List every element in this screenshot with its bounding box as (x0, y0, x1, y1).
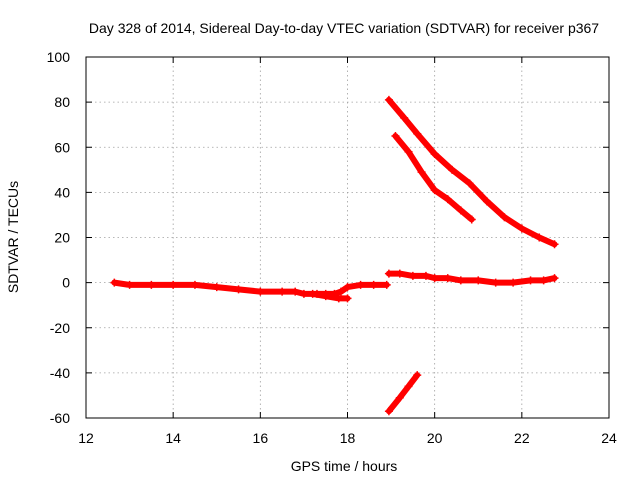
data-point-post-jump-baseline-4 (430, 274, 439, 283)
data-point-post-jump-baseline-1 (395, 269, 404, 278)
y-tick-label-40: 40 (54, 184, 70, 200)
data-point-main-baseline-7 (256, 287, 265, 296)
data-point-main-baseline-0 (110, 278, 119, 287)
data-point-descending-arc-high-5 (465, 179, 474, 188)
data-point-descending-arc-high-7 (500, 213, 509, 222)
x-tick-labels: 12 14 16 18 20 22 24 (78, 430, 617, 446)
y-tick-label--60: -60 (50, 410, 70, 426)
data-point-low-rising-segment-1 (395, 393, 404, 402)
x-tick-label-22: 22 (514, 430, 530, 446)
data-point-descending-arc-high-9 (535, 233, 544, 242)
y-tick-label-100: 100 (47, 49, 71, 65)
data-point-post-jump-baseline-12 (550, 274, 559, 283)
data-point-post-jump-baseline-2 (408, 271, 417, 280)
data-point-post-jump-baseline-3 (421, 271, 430, 280)
data-point-main-baseline-2 (147, 280, 156, 289)
data-series (110, 95, 559, 416)
y-tick-label-20: 20 (54, 230, 70, 246)
y-tick-label-80: 80 (54, 94, 70, 110)
series-dip-segment (308, 289, 352, 303)
y-tick-label--20: -20 (50, 320, 70, 336)
data-point-main-baseline-18 (382, 280, 391, 289)
series-post-jump-baseline (384, 269, 559, 287)
data-point-main-baseline-10 (299, 289, 308, 298)
data-point-low-rising-segment-2 (404, 382, 413, 391)
data-point-descending-arc-high-6 (482, 197, 491, 206)
series-line-low-rising-segment (385, 372, 421, 415)
x-axis-title: GPS time / hours (291, 458, 398, 474)
data-point-descending-arc-mid-1 (404, 147, 413, 156)
x-tick-label-12: 12 (78, 430, 94, 446)
data-point-descending-arc-high-4 (448, 165, 457, 174)
data-point-low-rising-segment-0 (384, 407, 393, 416)
data-point-main-baseline-17 (369, 280, 378, 289)
data-point-descending-arc-high-1 (400, 113, 409, 122)
data-point-descending-arc-mid-5 (456, 206, 465, 215)
data-point-main-baseline-14 (336, 287, 345, 296)
data-point-dip-segment-0 (308, 289, 317, 298)
data-point-descending-arc-mid-2 (417, 168, 426, 177)
series-descending-arc-mid (391, 131, 476, 224)
data-point-descending-arc-mid-6 (467, 215, 476, 224)
data-point-main-baseline-5 (212, 283, 221, 292)
y-tick-label-0: 0 (62, 275, 70, 291)
data-point-main-baseline-4 (190, 280, 199, 289)
data-point-main-baseline-1 (125, 280, 134, 289)
data-point-descending-arc-mid-0 (391, 131, 400, 140)
data-point-post-jump-baseline-11 (539, 276, 548, 285)
x-tick-label-14: 14 (165, 430, 181, 446)
y-tick-label-60: 60 (54, 139, 70, 155)
data-point-main-baseline-8 (278, 287, 287, 296)
data-point-post-jump-baseline-9 (509, 278, 518, 287)
tick-marks (85, 56, 610, 419)
y-axis-title: SDTVAR / TECUs (5, 181, 21, 293)
data-point-main-baseline-3 (169, 280, 178, 289)
data-point-post-jump-baseline-10 (526, 276, 535, 285)
data-point-dip-segment-1 (321, 292, 330, 301)
y-tick-labels: -60 -40 -20 0 20 40 60 80 100 (47, 49, 71, 426)
x-tick-label-20: 20 (427, 430, 443, 446)
data-point-post-jump-baseline-5 (443, 274, 452, 283)
data-point-post-jump-baseline-6 (456, 276, 465, 285)
data-point-main-baseline-15 (343, 283, 352, 292)
data-point-main-baseline-6 (234, 285, 243, 294)
data-point-dip-segment-3 (343, 294, 352, 303)
data-point-descending-arc-high-2 (413, 129, 422, 138)
x-tick-label-18: 18 (340, 430, 356, 446)
data-point-descending-arc-high-3 (430, 150, 439, 159)
series-low-rising-segment (384, 371, 422, 416)
data-point-main-baseline-9 (291, 287, 300, 296)
data-point-dip-segment-2 (334, 294, 343, 303)
data-point-low-rising-segment-3 (413, 371, 422, 380)
data-point-descending-arc-mid-3 (430, 186, 439, 195)
x-tick-label-24: 24 (601, 430, 617, 446)
data-point-descending-arc-mid-4 (443, 195, 452, 204)
series-main-baseline (110, 278, 391, 298)
chart-title: Day 328 of 2014, Sidereal Day-to-day VTE… (89, 20, 599, 36)
x-tick-label-16: 16 (253, 430, 269, 446)
data-point-post-jump-baseline-0 (384, 269, 393, 278)
series-line-dip-segment (309, 290, 351, 302)
data-point-post-jump-baseline-7 (474, 276, 483, 285)
grid-lines (86, 57, 609, 418)
data-point-post-jump-baseline-8 (491, 278, 500, 287)
data-point-descending-arc-high-0 (384, 95, 393, 104)
y-tick-label--40: -40 (50, 365, 70, 381)
data-point-descending-arc-high-8 (517, 224, 526, 233)
series-descending-arc-high (384, 95, 559, 249)
data-point-main-baseline-16 (356, 280, 365, 289)
data-point-descending-arc-high-10 (550, 240, 559, 249)
